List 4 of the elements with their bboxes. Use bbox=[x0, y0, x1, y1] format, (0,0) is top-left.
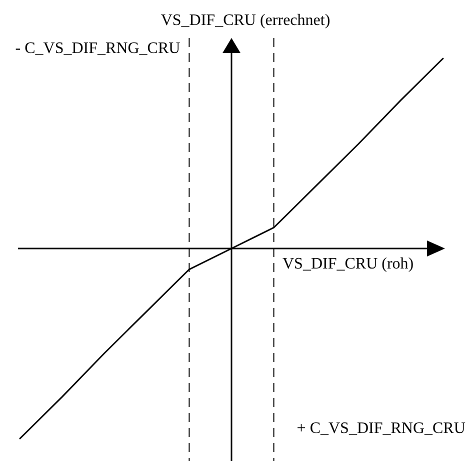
y-axis-title: VS_DIF_CRU (errechnet) bbox=[160, 12, 330, 29]
x-axis-title: VS_DIF_CRU (roh) bbox=[282, 256, 414, 272]
text: - C_VS_DIF_RNG_CRU bbox=[15, 40, 181, 57]
annotation: + C_VS_DIF_RNG_CRU bbox=[296, 420, 466, 437]
